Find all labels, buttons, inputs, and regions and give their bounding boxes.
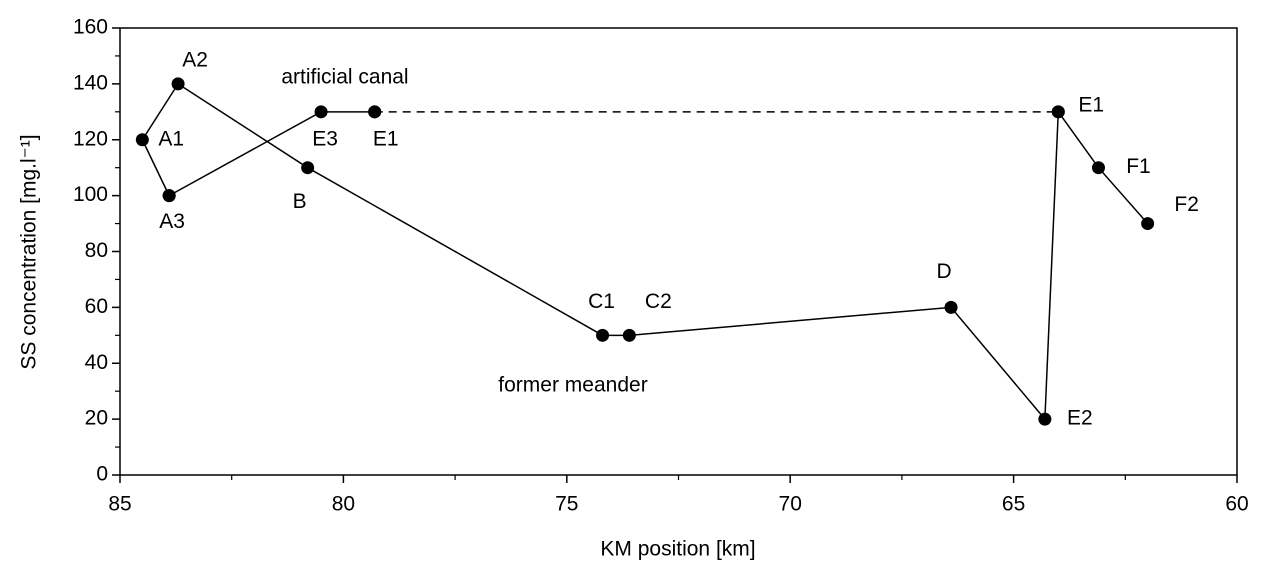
y-tick-label: 120	[73, 127, 108, 150]
y-tick-label: 0	[96, 463, 108, 486]
data-point	[622, 328, 636, 342]
data-point	[1051, 105, 1065, 119]
x-tick-label: 70	[779, 493, 802, 516]
x-tick-label: 80	[332, 493, 355, 516]
point-label: E2	[1067, 407, 1093, 430]
point-label: B	[293, 190, 307, 213]
x-tick-label: 65	[1002, 493, 1025, 516]
point-label: A1	[158, 127, 184, 150]
data-point	[596, 328, 610, 342]
point-label: A2	[182, 48, 208, 71]
point-label: E3	[312, 127, 338, 150]
point-label: E1	[1078, 93, 1104, 116]
data-point	[314, 105, 328, 119]
data-point	[368, 105, 382, 119]
y-tick-label: 20	[85, 407, 108, 430]
point-label: E1	[373, 127, 399, 150]
x-tick-label: 85	[108, 493, 131, 516]
data-point	[301, 161, 315, 175]
y-tick-label: 100	[73, 183, 108, 206]
x-tick-label: 60	[1225, 493, 1248, 516]
point-label: D	[936, 260, 951, 283]
point-label: C2	[645, 290, 672, 313]
data-point	[1141, 217, 1155, 231]
data-point	[1038, 412, 1052, 426]
y-axis-label: SS concentration [mg.l⁻¹]	[18, 134, 41, 369]
series-line	[141, 82, 1149, 422]
y-tick-label: 140	[73, 71, 108, 94]
data-point	[1091, 161, 1105, 175]
data-point	[944, 300, 958, 314]
point-label: A3	[159, 210, 185, 233]
x-axis-label: KM position [km]	[600, 538, 755, 561]
data-point	[162, 189, 176, 203]
point-label: C1	[588, 290, 615, 313]
y-tick-label: 60	[85, 295, 108, 318]
point-label: F2	[1174, 193, 1199, 216]
point-label: F1	[1126, 155, 1151, 178]
y-tick-label: 80	[85, 239, 108, 262]
series-line	[168, 111, 375, 197]
x-tick-label: 75	[555, 493, 578, 516]
annotation: artificial canal	[281, 66, 408, 89]
annotation: former meander	[498, 374, 647, 397]
data-point	[171, 77, 185, 91]
y-tick-label: 40	[85, 351, 108, 374]
y-tick-label: 160	[73, 16, 108, 39]
data-point	[135, 133, 149, 147]
